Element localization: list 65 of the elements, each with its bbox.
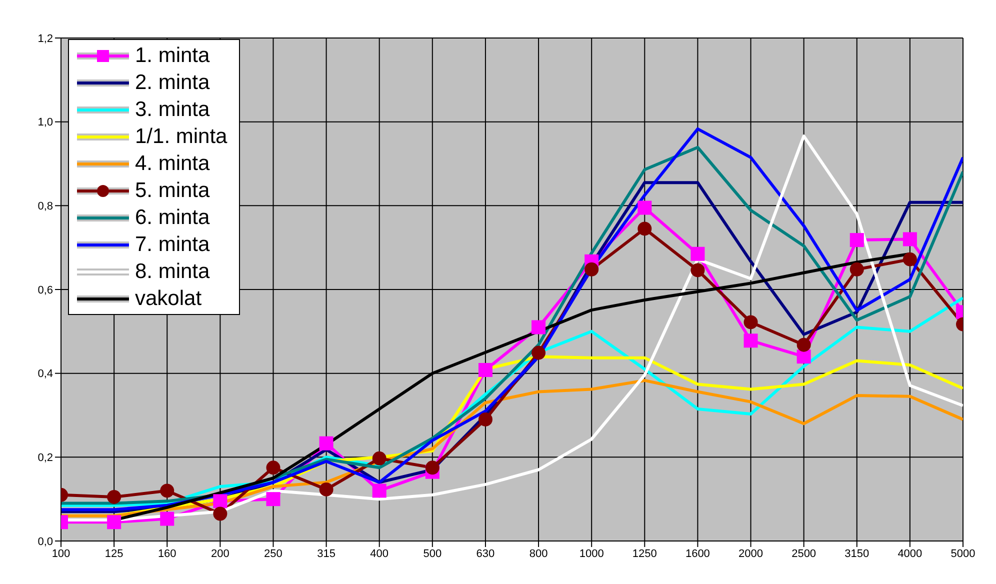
- y-tick-label: 1,2: [38, 32, 53, 45]
- point: [213, 506, 228, 521]
- point: [372, 484, 386, 498]
- y-tick-label: 0,0: [38, 536, 53, 548]
- legend-label: 3. minta: [135, 97, 210, 123]
- y-tick-label: 0,2: [38, 452, 53, 464]
- legend-label: 4. minta: [135, 151, 210, 177]
- x-tick-label: 250: [264, 548, 282, 560]
- point: [319, 436, 334, 450]
- legend-label: 1. minta: [135, 43, 210, 69]
- point: [213, 494, 228, 508]
- x-tick-label: 5000: [950, 548, 976, 560]
- point: [478, 412, 492, 426]
- y-tick-label: 0,8: [38, 200, 53, 213]
- point: [107, 490, 122, 504]
- legend-label: 6. minta: [135, 205, 210, 231]
- point: [638, 200, 652, 215]
- legend-label: 1/1. minta: [135, 124, 228, 150]
- point: [744, 334, 758, 348]
- legend-label: vakolat: [135, 286, 202, 312]
- point: [850, 233, 864, 248]
- x-tick-label: 2500: [792, 548, 816, 560]
- x-tick-label: 2000: [738, 548, 764, 560]
- y-tick-label: 0,4: [38, 368, 53, 380]
- x-tick-label: 100: [52, 548, 70, 560]
- x-tick-label: 500: [423, 548, 442, 560]
- x-tick-label: 200: [210, 548, 230, 560]
- x-tick-label: 315: [317, 548, 336, 560]
- point: [266, 460, 280, 475]
- point: [796, 338, 811, 352]
- x-tick-label: 160: [158, 548, 176, 560]
- point: [532, 320, 546, 334]
- point: [425, 460, 440, 475]
- point: [902, 232, 917, 246]
- point: [690, 263, 705, 278]
- legend-label: 2. minta: [135, 70, 210, 96]
- legend-label: 8. minta: [135, 259, 210, 285]
- point: [850, 262, 864, 276]
- x-tick-label: 1250: [632, 548, 657, 560]
- point: [478, 362, 492, 377]
- point: [690, 246, 705, 261]
- x-tick-label: 125: [104, 548, 124, 560]
- point: [584, 262, 599, 276]
- legend-label: 7. minta: [135, 232, 210, 258]
- point: [638, 222, 652, 236]
- point: [160, 512, 174, 526]
- point: [744, 315, 758, 330]
- point: [107, 515, 122, 530]
- point: [902, 252, 917, 266]
- point: [319, 482, 334, 496]
- point: [160, 484, 174, 498]
- point: [796, 350, 811, 364]
- x-tick-label: 3150: [844, 548, 870, 560]
- legend-label: 5. minta: [135, 178, 210, 204]
- point: [266, 492, 280, 506]
- x-tick-label: 1000: [579, 548, 604, 560]
- y-tick-label: 1,0: [38, 116, 53, 129]
- x-tick-label: 1600: [685, 548, 710, 560]
- x-tick-label: 400: [370, 548, 389, 560]
- y-tick-label: 0,6: [38, 284, 53, 296]
- x-tick-label: 4000: [898, 548, 922, 560]
- point: [372, 451, 386, 466]
- x-tick-label: 630: [476, 548, 495, 560]
- point: [532, 346, 546, 360]
- x-tick-label: 800: [529, 548, 548, 560]
